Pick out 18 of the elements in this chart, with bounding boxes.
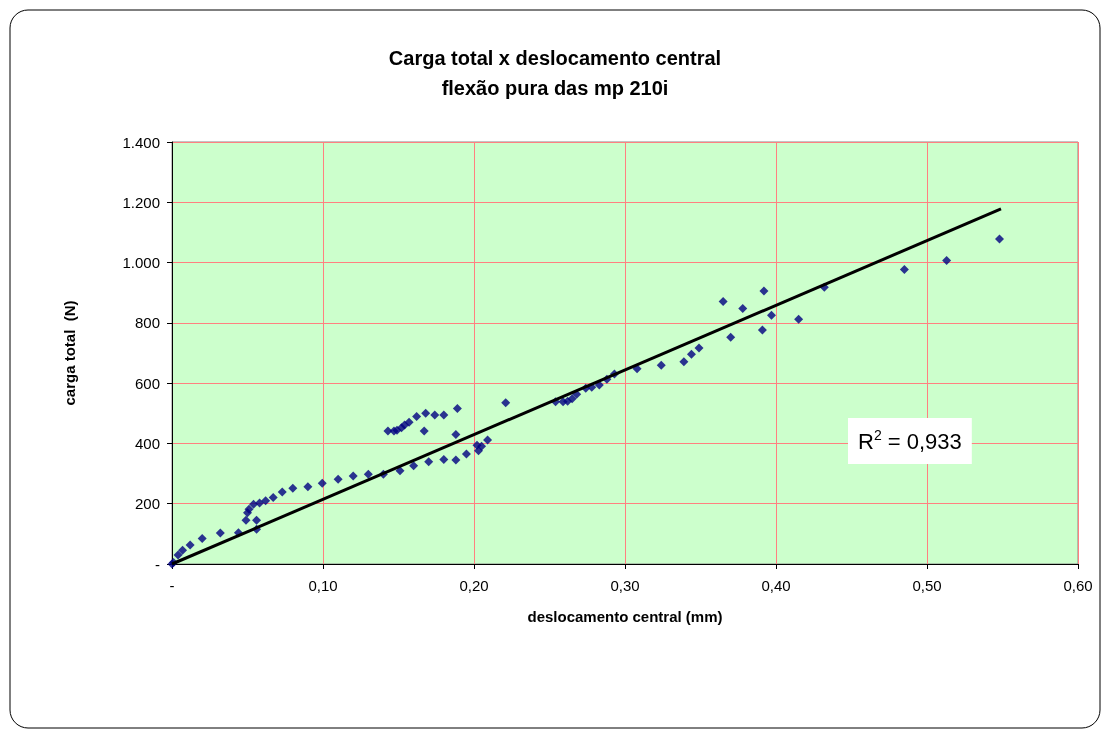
y-tick-label: 400: [134, 434, 160, 452]
x-tick-label: 0,50: [912, 577, 942, 594]
y-tick-label: 800: [134, 314, 160, 332]
x-tick-label: -: [169, 577, 175, 594]
y-axis-title: carga total (N): [61, 300, 78, 406]
y-tick-label: 600: [134, 374, 160, 392]
x-tick-label: 0,40: [761, 577, 791, 594]
x-tick-label: 0,10: [308, 577, 338, 594]
y-tick-label: 1.400: [122, 133, 160, 151]
y-tick-label: 1.200: [122, 193, 160, 211]
x-tick-label: 0,20: [459, 577, 489, 594]
x-axis-title: deslocamento central (mm): [527, 608, 723, 625]
chart-title: Carga total x deslocamento central flexão pura das mp 210i: [388, 47, 722, 99]
y-tick-label: 200: [134, 495, 160, 513]
y-tick-label: -: [155, 555, 160, 573]
x-tick-label: 0,60: [1063, 577, 1093, 594]
y-tick-label: 1.000: [122, 254, 160, 272]
x-tick-label: 0,30: [610, 577, 640, 594]
